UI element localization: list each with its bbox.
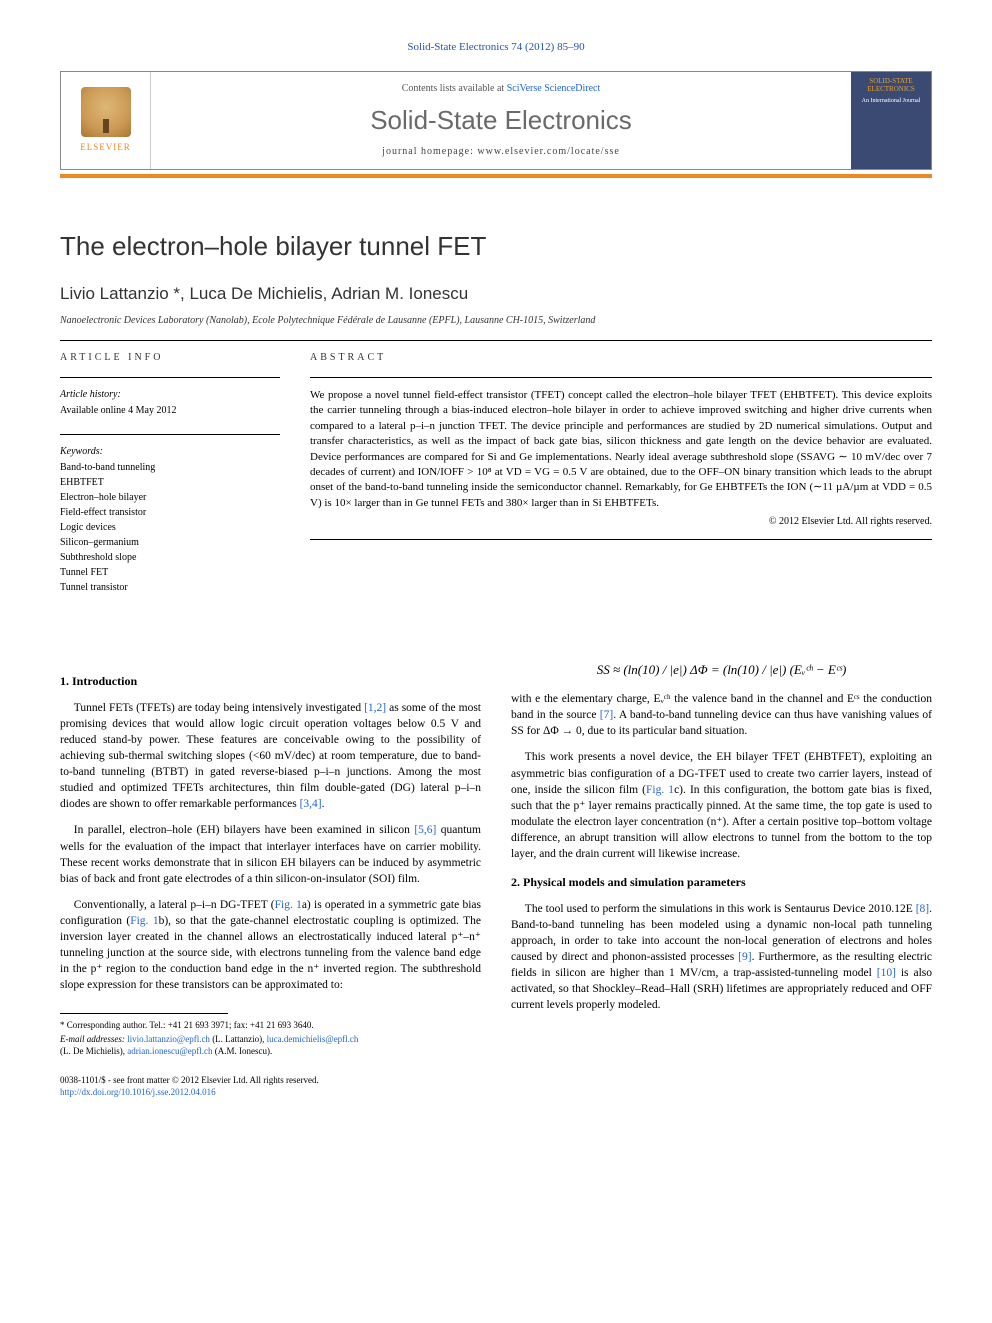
keyword-item: Logic devices [60, 521, 280, 535]
elsevier-logo: ELSEVIER [61, 72, 151, 168]
paper-title: The electron–hole bilayer tunnel FET [60, 228, 932, 264]
footnote-block: * Corresponding author. Tel.: +41 21 693… [60, 1013, 481, 1098]
header-center: Contents lists available at SciVerse Sci… [151, 72, 851, 168]
email-addresses: E-mail addresses: livio.lattanzio@epfl.c… [60, 1034, 481, 1057]
bottom-copyright: 0038-1101/$ - see front matter © 2012 El… [60, 1075, 481, 1098]
affiliation: Nanoelectronic Devices Laboratory (Nanol… [60, 314, 932, 328]
rule-abs-bottom [310, 539, 932, 540]
text: (L. De Michielis), [60, 1046, 127, 1056]
text: In parallel, electron–hole (EH) bilayers… [74, 824, 415, 836]
meta-abstract-row: ARTICLE INFO Article history: Available … [60, 351, 932, 611]
text: as some of the most promising devices th… [60, 702, 481, 811]
email-link-1[interactable]: livio.lattanzio@epfl.ch [127, 1034, 210, 1044]
rule-info [60, 377, 280, 378]
orange-divider [60, 174, 932, 178]
journal-reference: Solid-State Electronics 74 (2012) 85–90 [60, 40, 932, 55]
keyword-item: Electron–hole bilayer [60, 491, 280, 505]
ref-link-5-6[interactable]: [5,6] [414, 824, 436, 836]
ref-link-1-2[interactable]: [1,2] [364, 702, 386, 714]
intro-paragraph-5: This work presents a novel device, the E… [511, 749, 932, 862]
text: Conventionally, a lateral p–i–n DG-TFET … [74, 899, 275, 911]
equation-ss: SS ≈ (ln(10) / |e|) ΔΦ = (ln(10) / |e|) … [511, 661, 932, 679]
fig-link-1b[interactable]: Fig. 1 [130, 915, 158, 927]
footnotes: * Corresponding author. Tel.: +41 21 693… [60, 1020, 481, 1057]
fig-link-1a[interactable]: Fig. 1 [275, 899, 302, 911]
text: The tool used to perform the simulations… [525, 903, 916, 915]
keyword-item: Subthreshold slope [60, 551, 280, 565]
ref-link-9[interactable]: [9] [738, 951, 751, 963]
text: (A.M. Ionescu). [213, 1046, 273, 1056]
journal-homepage: journal homepage: www.elsevier.com/locat… [159, 145, 843, 159]
keyword-item: Tunnel transistor [60, 581, 280, 595]
abstract-label: ABSTRACT [310, 351, 932, 365]
keyword-item: EHBTFET [60, 476, 280, 490]
doi-link[interactable]: 10.1016/j.sse.2012.04.016 [121, 1087, 216, 1097]
intro-paragraph-1: Tunnel FETs (TFETs) are today being inte… [60, 700, 481, 813]
doi-prefix[interactable]: http://dx.doi.org/ [60, 1087, 121, 1097]
corresponding-author: * Corresponding author. Tel.: +41 21 693… [60, 1020, 481, 1032]
section-intro-heading: 1. Introduction [60, 673, 481, 690]
models-paragraph-1: The tool used to perform the simulations… [511, 901, 932, 1014]
keywords-block: Keywords: Band-to-band tunnelingEHBTFETE… [60, 445, 280, 595]
rule-kw [60, 434, 280, 435]
article-history: Article history: Available online 4 May … [60, 388, 280, 418]
keyword-item: Silicon–germanium [60, 536, 280, 550]
text: . [322, 798, 325, 810]
section-models-heading: 2. Physical models and simulation parame… [511, 874, 932, 891]
journal-header: ELSEVIER Contents lists available at Sci… [60, 71, 932, 169]
abstract-copyright: © 2012 Elsevier Ltd. All rights reserved… [310, 515, 932, 529]
elsevier-tree-icon [81, 87, 131, 137]
email-link-2[interactable]: luca.demichielis@epfl.ch [267, 1034, 359, 1044]
journal-title: Solid-State Electronics [159, 102, 843, 138]
text: Tunnel FETs (TFETs) are today being inte… [74, 702, 364, 714]
ref-link-7[interactable]: [7] [600, 709, 613, 721]
body-text: 1. Introduction Tunnel FETs (TFETs) are … [60, 661, 932, 1099]
sciencedirect-link[interactable]: SciVerse ScienceDirect [507, 83, 601, 94]
keyword-item: Tunnel FET [60, 566, 280, 580]
cover-subtitle: An International Journal [862, 98, 921, 105]
keyword-item: Band-to-band tunneling [60, 461, 280, 475]
abstract-column: ABSTRACT We propose a novel tunnel field… [310, 351, 932, 611]
text: (L. Lattanzio), [210, 1034, 267, 1044]
keyword-item: Field-effect transistor [60, 506, 280, 520]
homepage-prefix: journal homepage: [382, 146, 477, 157]
cover-title: SOLID-STATE ELECTRONICS [855, 78, 927, 93]
keywords-head: Keywords: [60, 445, 280, 459]
abstract-text: We propose a novel tunnel field-effect t… [310, 388, 932, 511]
contents-prefix: Contents lists available at [402, 83, 507, 94]
homepage-url[interactable]: www.elsevier.com/locate/sse [477, 146, 619, 157]
article-info-column: ARTICLE INFO Article history: Available … [60, 351, 280, 611]
fig-link-1c[interactable]: Fig. 1 [646, 784, 674, 796]
email-link-3[interactable]: adrian.ionescu@epfl.ch [127, 1046, 212, 1056]
elsevier-name: ELSEVIER [80, 141, 131, 154]
article-info-label: ARTICLE INFO [60, 351, 280, 365]
rule-top [60, 340, 932, 341]
ref-link-10[interactable]: [10] [877, 967, 896, 979]
ref-link-3-4[interactable]: [3,4] [300, 798, 322, 810]
rule-abs [310, 377, 932, 378]
intro-paragraph-4: with e the elementary charge, Eᵥᶜʰ the v… [511, 691, 932, 739]
history-head: Article history: [60, 388, 280, 402]
front-matter-line: 0038-1101/$ - see front matter © 2012 El… [60, 1075, 319, 1085]
intro-paragraph-3: Conventionally, a lateral p–i–n DG-TFET … [60, 897, 481, 994]
intro-paragraph-2: In parallel, electron–hole (EH) bilayers… [60, 822, 481, 886]
emails-label: E-mail addresses: [60, 1034, 127, 1044]
journal-cover-thumbnail: SOLID-STATE ELECTRONICS An International… [851, 72, 931, 168]
ref-link-8[interactable]: [8] [916, 903, 929, 915]
keywords-list: Band-to-band tunnelingEHBTFETElectron–ho… [60, 461, 280, 595]
authors: Livio Lattanzio *, Luca De Michielis, Ad… [60, 282, 932, 306]
footnote-separator [60, 1013, 228, 1014]
contents-available: Contents lists available at SciVerse Sci… [159, 82, 843, 96]
history-line: Available online 4 May 2012 [60, 404, 280, 418]
